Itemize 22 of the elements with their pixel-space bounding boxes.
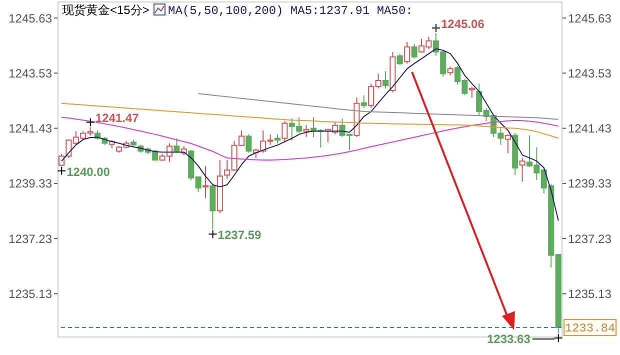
y2-tick-label: 1237.23 bbox=[568, 232, 612, 246]
y-tick-label: 1243.53 bbox=[8, 66, 52, 80]
y2-tick-label: 1243.53 bbox=[568, 66, 612, 80]
annotation: 1240.00 bbox=[66, 164, 110, 179]
y-tick-label: 1237.23 bbox=[8, 232, 52, 246]
annotation: 1237.59 bbox=[218, 228, 262, 242]
y-tick-label: 1245.63 bbox=[8, 11, 52, 26]
y-tick-label: 1241.43 bbox=[8, 122, 52, 136]
y2-tick-label: 1245.63 bbox=[568, 11, 612, 26]
line-series bbox=[61, 102, 559, 139]
annotation: 1241.47 bbox=[95, 111, 140, 126]
annotation: 1233.63 bbox=[487, 332, 531, 346]
chart-title: 现货黄金<15分> bbox=[62, 3, 150, 17]
chart-subtitle: MA(5,50,100,200) MA5:1237.91 MA50: bbox=[168, 4, 413, 18]
y2-tick-label: 1239.33 bbox=[568, 176, 612, 191]
annotation: 1245.06 bbox=[441, 16, 485, 31]
ref-line-label: 1233.84 bbox=[564, 322, 616, 336]
y2-tick-label: 1235.13 bbox=[568, 286, 612, 301]
candlestick bbox=[202, 166, 208, 198]
y2-tick-label: 1241.43 bbox=[568, 122, 612, 136]
y-tick-label: 1235.13 bbox=[8, 286, 52, 301]
y-tick-label: 1239.33 bbox=[8, 176, 52, 191]
